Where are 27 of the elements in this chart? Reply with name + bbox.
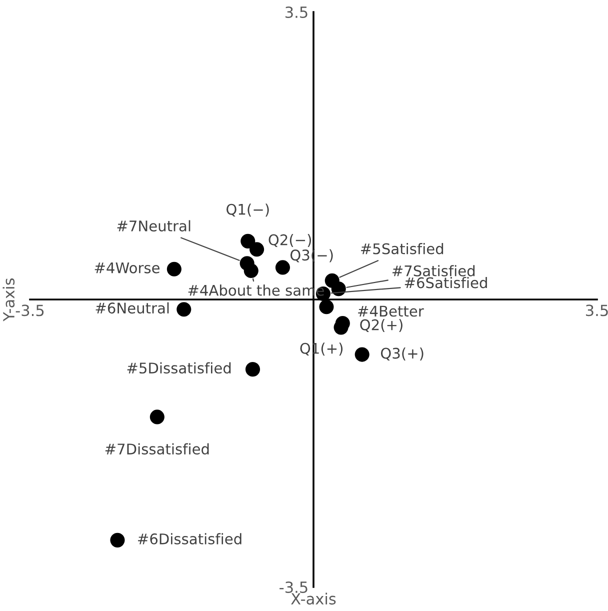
annotation: #6Neutral — [96, 302, 169, 314]
point — [319, 300, 334, 314]
y-axis-title: Y-axis — [2, 278, 15, 322]
point — [176, 302, 192, 317]
point — [275, 260, 290, 275]
annotation: #4Better — [358, 306, 424, 317]
annotation: #4Worse — [94, 262, 160, 274]
annotation: #5Dissatisfied — [127, 362, 231, 374]
annotation: Q2(+) — [360, 319, 402, 332]
point — [110, 532, 125, 548]
point — [150, 410, 164, 424]
point — [245, 362, 260, 377]
annotation: Q1(−) — [226, 204, 269, 217]
point — [244, 263, 258, 278]
annotation: #5Satisfied — [361, 242, 444, 254]
annotation: #7Dissatisfied — [105, 443, 209, 455]
point — [240, 234, 256, 248]
annotation: #7Satisfied — [392, 265, 475, 276]
annotation: Q2(−) — [268, 234, 312, 248]
point — [166, 262, 182, 276]
x-axis-title: X-axis — [291, 592, 336, 605]
point — [354, 347, 370, 362]
annotation: #6Satisfied — [404, 276, 487, 288]
point — [250, 242, 264, 257]
annotation: Q3(+) — [380, 347, 424, 360]
annotation: #7Neutral — [117, 220, 190, 232]
annotation: #6Dissatisfied — [138, 533, 242, 544]
